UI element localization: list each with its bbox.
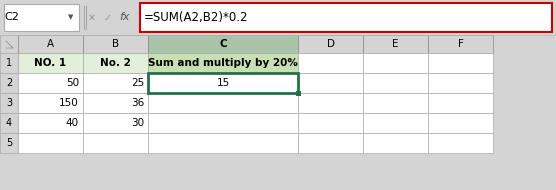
Bar xyxy=(0,35,18,53)
Text: 4: 4 xyxy=(6,118,12,128)
Bar xyxy=(363,93,428,113)
Text: ✕: ✕ xyxy=(88,13,96,22)
Bar xyxy=(148,93,298,113)
Text: No. 2: No. 2 xyxy=(100,58,131,68)
Text: E: E xyxy=(392,39,399,49)
Bar xyxy=(4,4,79,31)
Bar xyxy=(83,113,148,133)
Text: =SUM(A2,B2)*0.2: =SUM(A2,B2)*0.2 xyxy=(144,11,249,24)
Text: 3: 3 xyxy=(6,98,12,108)
Text: NO. 1: NO. 1 xyxy=(34,58,67,68)
Text: 30: 30 xyxy=(131,118,144,128)
Text: 40: 40 xyxy=(66,118,79,128)
Text: 1: 1 xyxy=(6,58,12,68)
Bar xyxy=(148,35,298,53)
Bar xyxy=(0,113,18,133)
Bar xyxy=(18,73,83,93)
Text: 36: 36 xyxy=(131,98,144,108)
Bar xyxy=(363,73,428,93)
Bar xyxy=(148,113,298,133)
Bar xyxy=(83,93,148,113)
Text: ▼: ▼ xyxy=(68,14,74,21)
Bar xyxy=(148,53,298,73)
Text: fx: fx xyxy=(120,13,130,22)
Text: C2: C2 xyxy=(4,13,19,22)
Bar xyxy=(18,35,83,53)
Bar xyxy=(148,73,298,93)
Bar xyxy=(428,53,493,73)
Bar xyxy=(363,53,428,73)
Text: 150: 150 xyxy=(59,98,79,108)
Bar xyxy=(18,53,83,73)
Bar xyxy=(18,133,83,153)
Bar xyxy=(298,93,363,113)
Bar xyxy=(0,73,18,93)
Text: B: B xyxy=(112,39,119,49)
Bar xyxy=(428,73,493,93)
Bar xyxy=(0,93,18,113)
Bar xyxy=(83,73,148,93)
Text: C: C xyxy=(219,39,227,49)
Bar xyxy=(18,93,83,113)
Text: 50: 50 xyxy=(66,78,79,88)
Bar xyxy=(363,133,428,153)
Bar xyxy=(0,0,556,35)
Bar xyxy=(83,35,148,53)
Text: F: F xyxy=(458,39,464,49)
Bar xyxy=(428,133,493,153)
Text: Sum and multiply by 20%: Sum and multiply by 20% xyxy=(148,58,298,68)
Bar xyxy=(428,35,493,53)
Bar xyxy=(18,113,83,133)
Bar xyxy=(0,133,18,153)
Bar xyxy=(363,35,428,53)
Bar xyxy=(148,73,298,93)
Bar xyxy=(83,53,148,73)
Bar xyxy=(0,53,18,73)
Text: ✓: ✓ xyxy=(104,13,112,22)
Bar xyxy=(148,133,298,153)
Text: 15: 15 xyxy=(216,78,230,88)
Bar xyxy=(298,35,363,53)
Bar xyxy=(140,3,552,32)
Text: A: A xyxy=(47,39,54,49)
Bar xyxy=(363,113,428,133)
Bar xyxy=(428,93,493,113)
Bar xyxy=(428,113,493,133)
Text: 25: 25 xyxy=(131,78,144,88)
Bar xyxy=(83,133,148,153)
Bar xyxy=(298,73,363,93)
Text: D: D xyxy=(326,39,335,49)
Bar xyxy=(298,53,363,73)
Bar xyxy=(298,113,363,133)
Bar xyxy=(298,133,363,153)
Text: 5: 5 xyxy=(6,138,12,148)
Bar xyxy=(295,90,300,96)
Text: 2: 2 xyxy=(6,78,12,88)
